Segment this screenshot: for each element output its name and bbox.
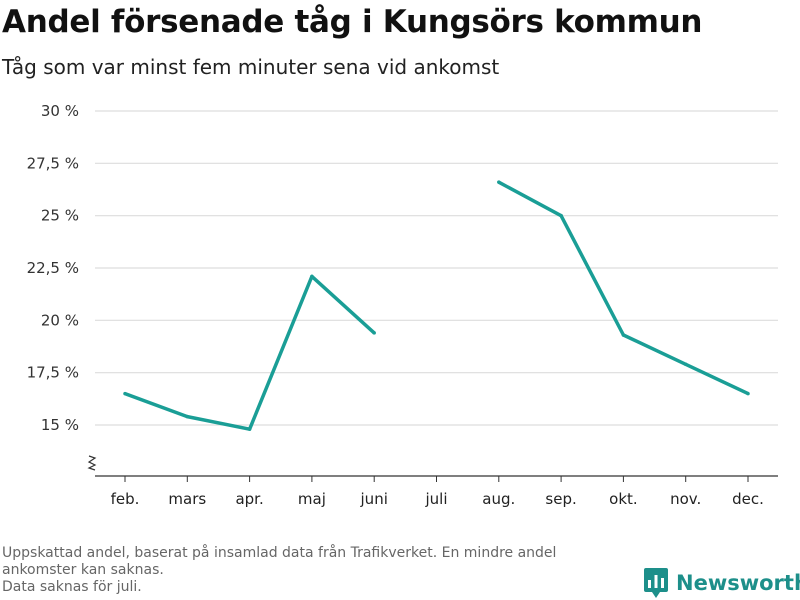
x-tick-label: dec.	[732, 490, 764, 508]
x-tick-label: sep.	[545, 490, 576, 508]
x-tick-label: mars	[168, 490, 206, 508]
y-tick-label: 27,5 %	[27, 154, 79, 172]
y-tick-label: 20 %	[41, 311, 79, 329]
line-chart: 15 % 17,5 % 20 % 22,5 % 25 % 27,5 % 30 % feb. m…	[27, 102, 778, 508]
series-line	[124, 180, 749, 431]
y-tick-label: 22,5 %	[27, 259, 79, 277]
x-tick-label: nov.	[670, 490, 701, 508]
chart-title: Andel försenade tåg i Kungsörs kommun	[2, 4, 703, 40]
x-tick-label: aug.	[482, 490, 515, 508]
y-tick-label: 17,5 %	[27, 364, 79, 382]
data-point	[372, 331, 376, 335]
footnote-line-1: Uppskattad andel, baserat på insamlad da…	[2, 545, 557, 561]
x-axis: feb. mars apr. maj juni juli aug. sep. okt. nov. d…	[95, 475, 778, 508]
brand-logo: Newsworthy	[644, 568, 800, 598]
x-tick-label: juni	[360, 490, 388, 508]
data-point	[683, 362, 688, 367]
data-point	[247, 427, 252, 431]
footnote-line-2: ankomster kan saknas.	[2, 562, 164, 578]
x-tick-label: okt.	[609, 490, 638, 508]
x-tick-label: maj	[298, 490, 326, 508]
y-tick-label: 25 %	[41, 207, 79, 225]
data-point	[185, 414, 190, 419]
gridlines	[95, 110, 778, 426]
brand-name: Newsworthy	[676, 571, 800, 595]
data-point	[559, 213, 563, 218]
x-tick-label: apr.	[235, 490, 263, 508]
data-point	[746, 391, 750, 396]
y-tick-label: 15 %	[41, 416, 79, 434]
axis-break-icon	[87, 455, 97, 471]
data-point	[621, 333, 626, 337]
x-tick-label: juli	[424, 490, 447, 508]
footnote: Uppskattad andel, baserat på insamlad da…	[2, 545, 642, 596]
y-axis-ticks: 15 % 17,5 % 20 % 22,5 % 25 % 27,5 % 30 %	[27, 102, 79, 434]
data-point	[123, 391, 127, 396]
x-tick-label: feb.	[111, 490, 140, 508]
data-point	[497, 180, 501, 184]
y-tick-label: 30 %	[41, 102, 79, 120]
data-point	[310, 274, 314, 279]
newsworthy-logo-icon	[644, 568, 668, 598]
footnote-line-3: Data saknas för juli.	[2, 579, 142, 595]
series-lines	[123, 180, 750, 431]
chart-subtitle: Tåg som var minst fem minuter sena vid a…	[2, 55, 500, 79]
